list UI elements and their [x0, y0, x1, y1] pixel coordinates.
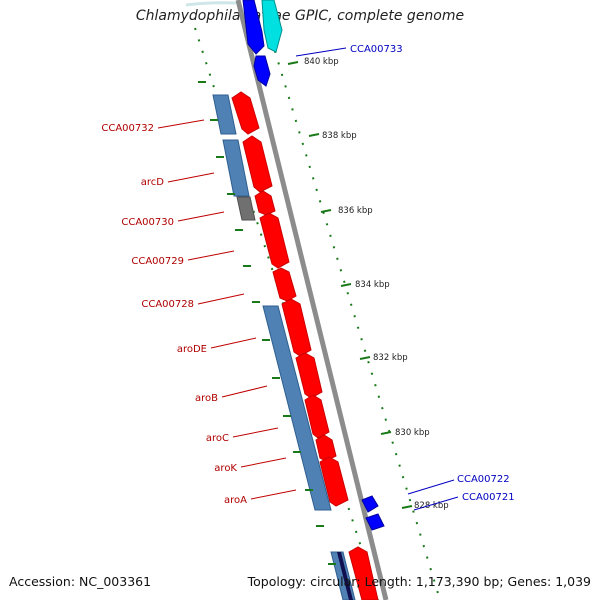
- gene-box[interactable]: [222, 139, 250, 197]
- gene-box[interactable]: [262, 305, 332, 511]
- scale-tick: [401, 505, 413, 509]
- inner-ring-ticks: [198, 81, 336, 565]
- leader-line: [177, 211, 225, 222]
- scale-tick-label: 830 kbp: [395, 428, 430, 438]
- right-gene-labels: CCA00733 CCA00722 CCA00721: [295, 44, 515, 511]
- gene-label-cca00730[interactable]: CCA00730: [121, 217, 174, 228]
- scale-tick: [320, 209, 332, 213]
- left-gene-labels: CCA00732 arcD CCA00730 CCA00729 CCA00728…: [101, 119, 297, 506]
- gene-label-arok[interactable]: aroK: [214, 463, 237, 474]
- leader-line: [240, 457, 287, 468]
- gene-label-cca00733[interactable]: CCA00733: [350, 44, 403, 55]
- leader-line: [407, 479, 455, 495]
- cds-arrow[interactable]: [315, 434, 337, 462]
- cds-arrow-reverse[interactable]: [261, 0, 283, 53]
- cds-arrow[interactable]: [281, 298, 312, 357]
- scale-tick-label: 836 kbp: [338, 206, 373, 216]
- gene-label-aroa[interactable]: aroA: [224, 495, 247, 506]
- map-title: Chlamydophila caviae GPIC, complete geno…: [135, 8, 465, 24]
- cds-arrow[interactable]: [259, 212, 290, 269]
- scale-tick-label: 832 kbp: [373, 353, 408, 363]
- topology-text: Topology: circular; Length: 1,173,390 bp…: [247, 574, 591, 589]
- cds-arrow[interactable]: [254, 190, 276, 216]
- gene-label-cca00728[interactable]: CCA00728: [141, 299, 194, 310]
- cds-arrow-reverse[interactable]: [253, 55, 271, 87]
- genome-backbone: [235, 0, 389, 600]
- gene-label-aroc[interactable]: aroC: [206, 433, 229, 444]
- gene-box[interactable]: [337, 552, 353, 600]
- scale-tick-label: 838 kbp: [322, 131, 357, 141]
- upper-arc-fragment: [185, 1, 237, 7]
- scale-tick: [287, 61, 299, 65]
- cds-arrow[interactable]: [295, 352, 323, 399]
- scale-tick-label: 834 kbp: [355, 280, 390, 290]
- leader-line: [167, 172, 215, 183]
- cds-arrow[interactable]: [272, 267, 297, 302]
- gene-label-arob[interactable]: aroB: [195, 393, 218, 404]
- scale-ticks: 840 kbp 838 kbp 836 kbp 834 kbp 832 kbp …: [287, 57, 449, 511]
- cds-arrow[interactable]: [304, 394, 330, 439]
- leader-line: [250, 489, 297, 500]
- scale-tick: [340, 283, 352, 287]
- gene-label-arode[interactable]: aroDE: [177, 344, 207, 355]
- scale-tick: [359, 356, 371, 360]
- cds-arrow[interactable]: [348, 546, 379, 600]
- leader-line: [187, 250, 235, 261]
- gene-label-arcd[interactable]: arcD: [141, 177, 165, 188]
- gene-label-cca00732[interactable]: CCA00732: [101, 123, 154, 134]
- scale-tick-label: 828 kbp: [414, 501, 449, 511]
- leader-line: [295, 47, 347, 57]
- cds-arrow-reverse[interactable]: [365, 513, 385, 531]
- scale-tick: [380, 431, 392, 435]
- leader-line: [210, 337, 257, 349]
- forward-strand-features: [231, 91, 379, 600]
- cds-arrow[interactable]: [242, 135, 273, 193]
- cds-arrow-reverse[interactable]: [361, 495, 379, 513]
- leader-line: [157, 119, 205, 129]
- cds-arrow[interactable]: [231, 91, 260, 135]
- leader-line: [197, 293, 245, 305]
- leader-line: [221, 385, 268, 398]
- scale-tick: [308, 133, 320, 137]
- scale-tick-label: 840 kbp: [304, 57, 339, 67]
- cds-arrow[interactable]: [319, 456, 349, 507]
- leader-line: [232, 427, 279, 438]
- gene-label-cca00721[interactable]: CCA00721: [462, 492, 515, 503]
- accession-text: Accession: NC_003361: [9, 574, 152, 589]
- gene-label-cca00729[interactable]: CCA00729: [131, 256, 184, 267]
- leader-line: [413, 496, 459, 511]
- gene-box[interactable]: [212, 94, 237, 135]
- gene-label-cca00722[interactable]: CCA00722: [457, 474, 510, 485]
- gene-box[interactable]: [236, 196, 256, 221]
- cds-arrow-reverse[interactable]: [242, 0, 265, 55]
- reverse-strand-features: [212, 0, 385, 600]
